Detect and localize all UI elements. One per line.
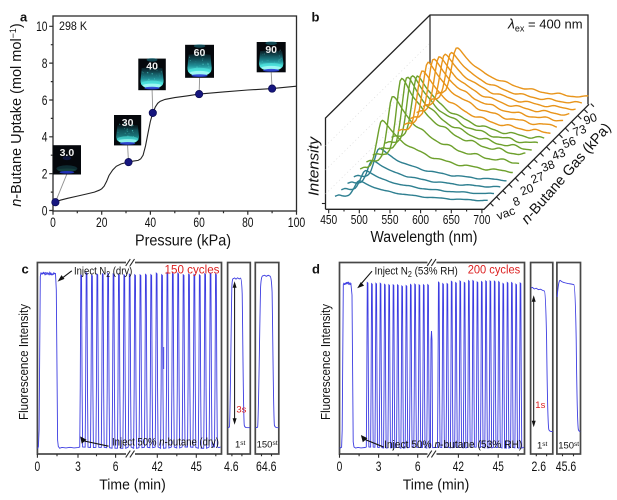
svg-text:42: 42 — [152, 459, 163, 474]
svg-text:40: 40 — [146, 61, 158, 73]
svg-text:45: 45 — [493, 459, 504, 474]
svg-text:3: 3 — [376, 459, 382, 474]
svg-text:10: 10 — [36, 19, 47, 34]
svg-text:200 cycles: 200 cycles — [468, 265, 521, 277]
svg-text:Fluorescence Intensity: Fluorescence Intensity — [16, 304, 31, 420]
svg-text:1st: 1st — [537, 441, 548, 452]
svg-text:450: 450 — [320, 212, 337, 227]
svg-text:100: 100 — [288, 215, 306, 230]
svg-text:56: 56 — [560, 133, 578, 151]
svg-text:Inject N2 (53% RH): Inject N2 (53% RH) — [375, 266, 458, 280]
svg-text:6: 6 — [113, 459, 119, 474]
svg-text:Time (min): Time (min) — [403, 477, 470, 494]
svg-text:40: 40 — [145, 215, 156, 230]
svg-text:3: 3 — [75, 459, 81, 474]
svg-text:550: 550 — [382, 212, 399, 227]
svg-text:Intensity: Intensity — [306, 135, 323, 196]
svg-text:0: 0 — [35, 459, 41, 474]
svg-text:Inject N2 (dry): Inject N2 (dry) — [74, 265, 132, 279]
svg-text:64.6: 64.6 — [256, 459, 277, 474]
svg-text:80: 80 — [242, 215, 253, 230]
svg-text:700: 700 — [473, 212, 490, 227]
svg-text:650: 650 — [443, 212, 460, 227]
svg-text:43: 43 — [550, 145, 568, 163]
svg-text:42: 42 — [453, 459, 464, 474]
svg-text:4: 4 — [42, 130, 48, 145]
svg-text:6: 6 — [415, 459, 421, 474]
svg-text:150st: 150st — [257, 440, 278, 451]
svg-text:500: 500 — [351, 212, 368, 227]
svg-text:90: 90 — [582, 110, 600, 128]
svg-text:0: 0 — [337, 459, 343, 474]
svg-text:Inject 50% n-butane (53% RH): Inject 50% n-butane (53% RH) — [384, 439, 523, 451]
svg-text:8: 8 — [42, 56, 48, 71]
svg-text:Fluorescence Intensity: Fluorescence Intensity — [318, 304, 333, 420]
svg-text:0: 0 — [50, 215, 56, 230]
svg-text:Wavelength (nm): Wavelength (nm) — [371, 229, 478, 246]
svg-text:20: 20 — [96, 215, 107, 230]
svg-text:27: 27 — [529, 169, 547, 187]
svg-text:Inject 50% n-butane (dry): Inject 50% n-butane (dry) — [112, 437, 219, 449]
svg-text:45: 45 — [191, 459, 202, 474]
svg-text:a: a — [20, 10, 28, 25]
svg-text:6: 6 — [42, 93, 48, 108]
svg-text:8: 8 — [511, 194, 522, 210]
svg-text:150st: 150st — [558, 441, 579, 452]
svg-text:60: 60 — [194, 47, 206, 59]
svg-text:λex = 400 nm: λex = 400 nm — [507, 16, 583, 34]
svg-text:0: 0 — [42, 203, 48, 218]
svg-text:Time (min): Time (min) — [99, 477, 166, 494]
svg-text:73: 73 — [571, 122, 589, 140]
svg-text:4.6: 4.6 — [224, 459, 239, 474]
svg-text:1st: 1st — [235, 440, 246, 451]
svg-text:298 K: 298 K — [59, 21, 87, 33]
svg-text:1s: 1s — [535, 400, 545, 411]
svg-text:3s: 3s — [236, 404, 246, 415]
svg-text:d: d — [312, 262, 320, 277]
svg-text:60: 60 — [193, 215, 204, 230]
svg-text:2.6: 2.6 — [532, 459, 547, 474]
svg-text:38: 38 — [539, 157, 557, 175]
svg-text:b: b — [312, 10, 320, 25]
svg-text:600: 600 — [412, 212, 429, 227]
svg-text:3.0: 3.0 — [60, 147, 75, 159]
svg-text:Pressure (kPa): Pressure (kPa) — [135, 232, 231, 249]
svg-text:n-Butane Uptake (mol mol−1): n-Butane Uptake (mol mol−1) — [8, 23, 25, 207]
svg-text:vac: vac — [495, 203, 517, 223]
svg-text:90: 90 — [265, 44, 277, 56]
svg-text:20: 20 — [518, 181, 536, 199]
svg-text:2: 2 — [42, 167, 48, 182]
svg-text:30: 30 — [122, 117, 134, 129]
svg-text:c: c — [22, 262, 29, 277]
svg-text:45.6: 45.6 — [556, 459, 577, 474]
svg-text:150 cycles: 150 cycles — [165, 265, 220, 277]
